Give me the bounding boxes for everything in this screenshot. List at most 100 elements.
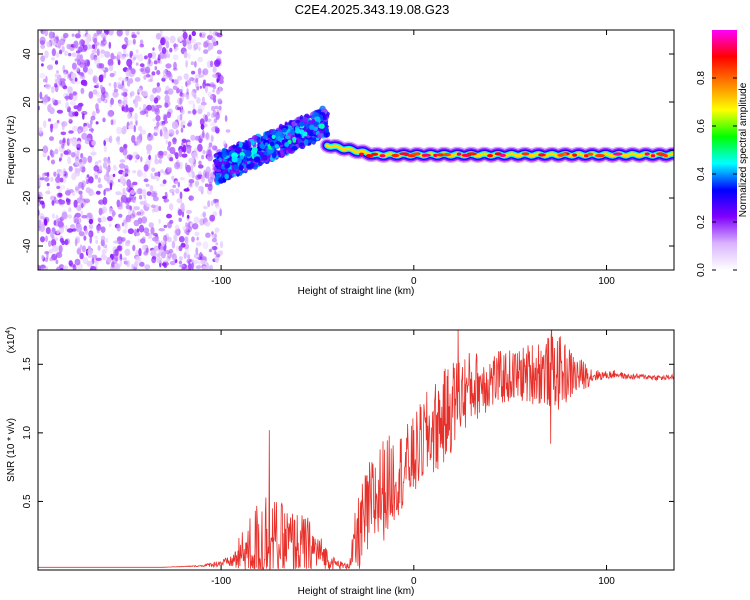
noise-blob bbox=[152, 47, 155, 51]
noise-blob bbox=[146, 104, 153, 111]
stable-peak bbox=[487, 154, 494, 158]
spectrogram-y-label: Frequency (Hz) bbox=[6, 116, 17, 185]
noise-blob bbox=[142, 90, 148, 97]
noise-blob bbox=[224, 115, 228, 122]
snr-panel: -100 0 100 0.5 1.0 1.5 Height of straight li… bbox=[5, 327, 675, 597]
noise-blob bbox=[115, 136, 121, 142]
stable-peak bbox=[411, 152, 420, 156]
colorbar: 0.0 0.2 0.4 0.6 0.8 Normalized spectral ampl… bbox=[696, 30, 749, 277]
noise-blob bbox=[91, 49, 97, 54]
noise-blob bbox=[184, 162, 188, 171]
noise-blob bbox=[97, 217, 101, 222]
noise-blob bbox=[126, 154, 133, 160]
noise-blob bbox=[55, 176, 61, 183]
spectrogram-x-ticks: -100 0 100 bbox=[211, 30, 615, 287]
noise-blob bbox=[143, 178, 149, 183]
x-tick-label: 0 bbox=[411, 576, 417, 587]
noise-blob bbox=[118, 77, 123, 81]
noise-blob bbox=[39, 36, 46, 45]
signal-blob bbox=[215, 169, 222, 173]
noise-blob bbox=[89, 119, 93, 125]
noise-blob bbox=[198, 185, 204, 192]
signal-blob bbox=[280, 150, 284, 157]
noise-blob bbox=[197, 143, 203, 152]
noise-blob bbox=[194, 135, 200, 141]
noise-blob bbox=[211, 145, 218, 151]
stable-peak bbox=[595, 154, 605, 158]
noise-blob bbox=[79, 166, 83, 172]
noise-blob bbox=[112, 173, 116, 178]
noise-blob bbox=[39, 91, 43, 100]
noise-blob bbox=[136, 170, 144, 177]
noise-blob bbox=[205, 166, 211, 175]
noise-blob bbox=[94, 175, 99, 180]
noise-blob bbox=[112, 257, 118, 265]
noise-blob bbox=[146, 144, 153, 152]
noise-blob bbox=[155, 86, 162, 93]
noise-blob bbox=[46, 251, 49, 260]
noise-blob bbox=[153, 245, 160, 252]
y-tick-label: 0.5 bbox=[22, 494, 33, 508]
noise-blob bbox=[185, 60, 189, 68]
noise-blob bbox=[193, 43, 199, 50]
noise-blob bbox=[152, 236, 158, 242]
noise-blob bbox=[54, 237, 59, 241]
signal-blob bbox=[319, 127, 325, 134]
noise-blob bbox=[210, 95, 214, 100]
noise-blob bbox=[196, 86, 200, 91]
noise-blob bbox=[64, 50, 69, 57]
noise-blob bbox=[181, 142, 184, 146]
noise-blob bbox=[104, 160, 109, 166]
noise-blob bbox=[68, 165, 73, 172]
signal-peak bbox=[264, 142, 269, 147]
noise-blob bbox=[174, 224, 180, 230]
signal-blob bbox=[221, 163, 225, 170]
noise-blob bbox=[192, 103, 196, 110]
noise-blob bbox=[79, 244, 83, 250]
noise-blob bbox=[108, 30, 114, 36]
noise-blob bbox=[158, 228, 165, 232]
noise-blob bbox=[48, 240, 52, 247]
noise-blob bbox=[175, 46, 179, 51]
noise-blob bbox=[163, 224, 168, 229]
noise-blob bbox=[208, 248, 212, 253]
noise-blob bbox=[191, 70, 196, 75]
signal-blob bbox=[306, 115, 312, 119]
noise-blob bbox=[80, 152, 84, 159]
noise-blob bbox=[132, 170, 137, 174]
signal-blob bbox=[262, 135, 268, 139]
noise-blob bbox=[74, 158, 80, 166]
noise-blob bbox=[100, 235, 106, 243]
noise-blob bbox=[139, 43, 145, 48]
noise-blob bbox=[43, 218, 48, 226]
noise-blob bbox=[82, 256, 89, 265]
noise-blob bbox=[82, 65, 88, 73]
stable-peak bbox=[538, 153, 545, 157]
noise-blob bbox=[185, 222, 188, 228]
noise-blob bbox=[194, 155, 199, 160]
noise-blob bbox=[67, 86, 73, 95]
colorbar-tick-label: 0.0 bbox=[696, 263, 707, 277]
noise-blob bbox=[158, 218, 161, 224]
y-tick-label: 1.0 bbox=[22, 425, 33, 439]
noise-blob bbox=[113, 81, 117, 90]
signal-peak bbox=[245, 150, 252, 157]
noise-blob bbox=[114, 262, 121, 270]
noise-blob bbox=[60, 131, 67, 136]
noise-blob bbox=[162, 195, 167, 200]
noise-blob bbox=[92, 89, 98, 95]
noise-blob bbox=[152, 208, 155, 213]
noise-blob bbox=[108, 41, 112, 49]
noise-blob bbox=[122, 125, 127, 134]
signal-peak bbox=[269, 141, 275, 147]
noise-blob bbox=[191, 236, 195, 243]
noise-blob bbox=[166, 111, 172, 119]
noise-blob bbox=[145, 113, 149, 118]
noise-blob bbox=[50, 239, 57, 247]
stable-peak bbox=[359, 152, 364, 156]
noise-blob bbox=[66, 200, 71, 206]
noise-blob bbox=[193, 89, 197, 94]
noise-blob bbox=[134, 77, 141, 82]
noise-blob bbox=[93, 165, 100, 172]
